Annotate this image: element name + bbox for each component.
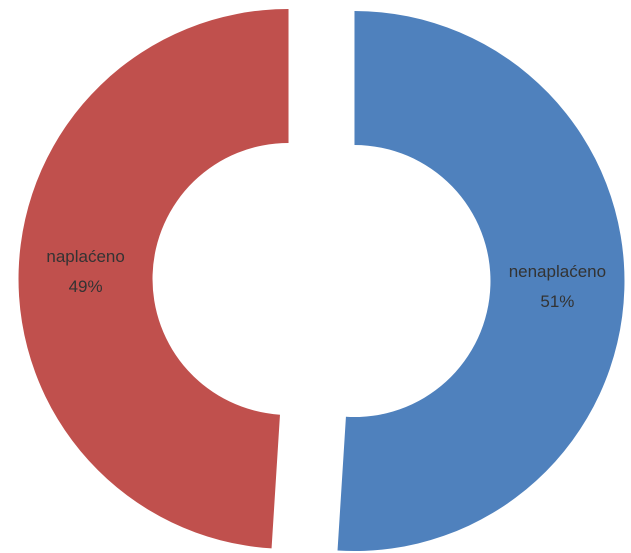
donut-slice — [337, 11, 625, 552]
slice-label: naplaćeno — [46, 247, 124, 266]
slice-label: nenaplaćeno — [509, 262, 606, 281]
slice-value-label: 49% — [69, 277, 103, 296]
donut-slice — [18, 8, 289, 549]
slice-value-label: 51% — [540, 292, 574, 311]
